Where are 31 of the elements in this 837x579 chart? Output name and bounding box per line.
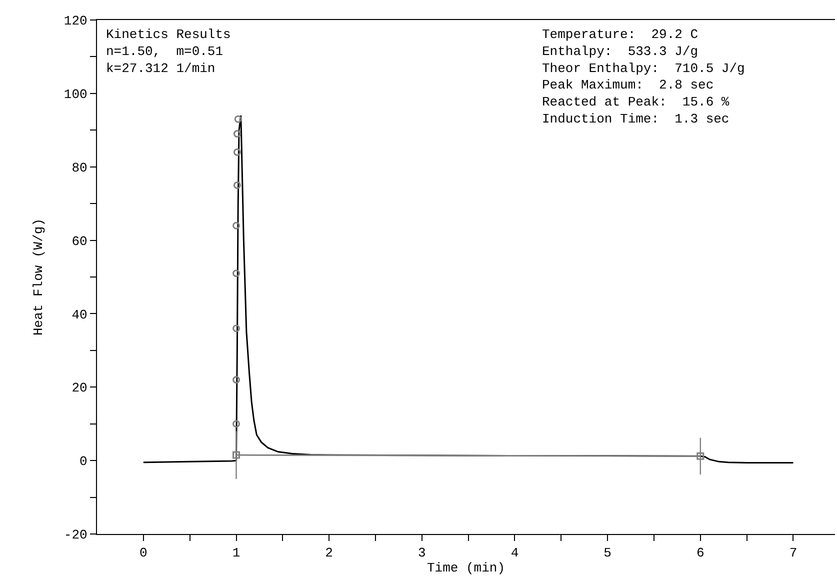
y-tick-label: -20 [64, 528, 88, 543]
y-tick-label: 100 [64, 86, 88, 102]
point [232, 420, 240, 428]
annotation: Kinetics Results n=1.50, m=0.51 k=27.312 1/min [106, 27, 231, 76]
point [233, 148, 241, 156]
x-tick-label: 4 [510, 546, 519, 561]
point [696, 452, 704, 460]
annotation: Temperature: 29.2 C Enthalpy: 533.3 J/g Theor Enthalpy: 710.5 J/g Peak Maximum: 2.8 sec Reacted at Peak: 15.6 % Induction Time: 1.3 sec [542, 27, 745, 126]
x-tick-label: 5 [604, 546, 612, 561]
point [232, 222, 240, 230]
x-tick-label: 2 [325, 546, 333, 561]
x-tick-label: 7 [789, 546, 798, 561]
y-tick-label: 60 [72, 234, 88, 249]
point [234, 115, 242, 123]
point [232, 376, 240, 384]
x-tick-label: 6 [696, 546, 704, 561]
point [233, 181, 241, 189]
y-tick-label: 0 [79, 454, 88, 470]
x-axis-title: Time (min) [426, 560, 506, 576]
y-tick-label: 80 [72, 160, 88, 176]
point [232, 270, 240, 278]
x-tick-label: 0 [140, 546, 148, 561]
point [232, 324, 240, 332]
x-tick-label: 1 [232, 546, 240, 561]
point [232, 451, 240, 459]
y-tick-label: 120 [64, 14, 88, 29]
y-tick-label: 20 [72, 380, 88, 396]
y-axis-title: Heat Flow (W/g) [30, 218, 46, 336]
x-tick-label: 3 [418, 546, 426, 561]
point [233, 130, 241, 138]
y-tick-label: 40 [72, 307, 88, 322]
